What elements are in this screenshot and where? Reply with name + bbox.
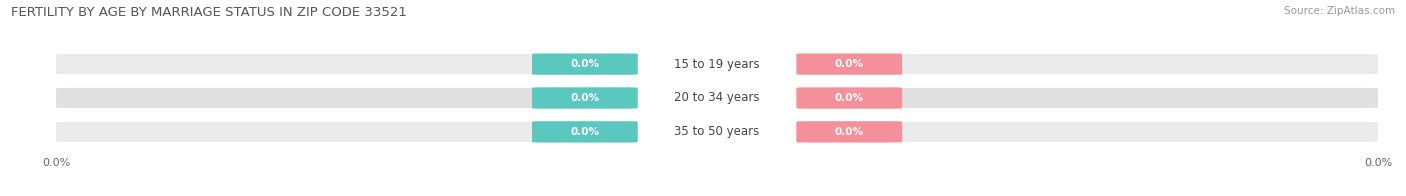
Text: Source: ZipAtlas.com: Source: ZipAtlas.com [1284, 6, 1395, 16]
FancyBboxPatch shape [796, 54, 903, 75]
FancyBboxPatch shape [531, 54, 638, 75]
FancyBboxPatch shape [796, 87, 903, 109]
FancyBboxPatch shape [621, 87, 813, 109]
FancyBboxPatch shape [531, 87, 638, 109]
Text: 15 to 19 years: 15 to 19 years [675, 58, 759, 71]
Text: 35 to 50 years: 35 to 50 years [675, 125, 759, 138]
Text: 0.0%: 0.0% [571, 59, 599, 69]
Text: 20 to 34 years: 20 to 34 years [675, 92, 759, 104]
FancyBboxPatch shape [49, 120, 1385, 143]
FancyBboxPatch shape [49, 86, 1385, 110]
Text: 0.0%: 0.0% [571, 127, 599, 137]
Text: FERTILITY BY AGE BY MARRIAGE STATUS IN ZIP CODE 33521: FERTILITY BY AGE BY MARRIAGE STATUS IN Z… [11, 6, 408, 19]
Text: 0.0%: 0.0% [835, 127, 863, 137]
FancyBboxPatch shape [531, 121, 638, 142]
Text: 0.0%: 0.0% [835, 93, 863, 103]
FancyBboxPatch shape [621, 121, 813, 142]
FancyBboxPatch shape [796, 121, 903, 142]
FancyBboxPatch shape [621, 54, 813, 75]
FancyBboxPatch shape [49, 53, 1385, 76]
Text: 0.0%: 0.0% [835, 59, 863, 69]
Text: 0.0%: 0.0% [571, 93, 599, 103]
